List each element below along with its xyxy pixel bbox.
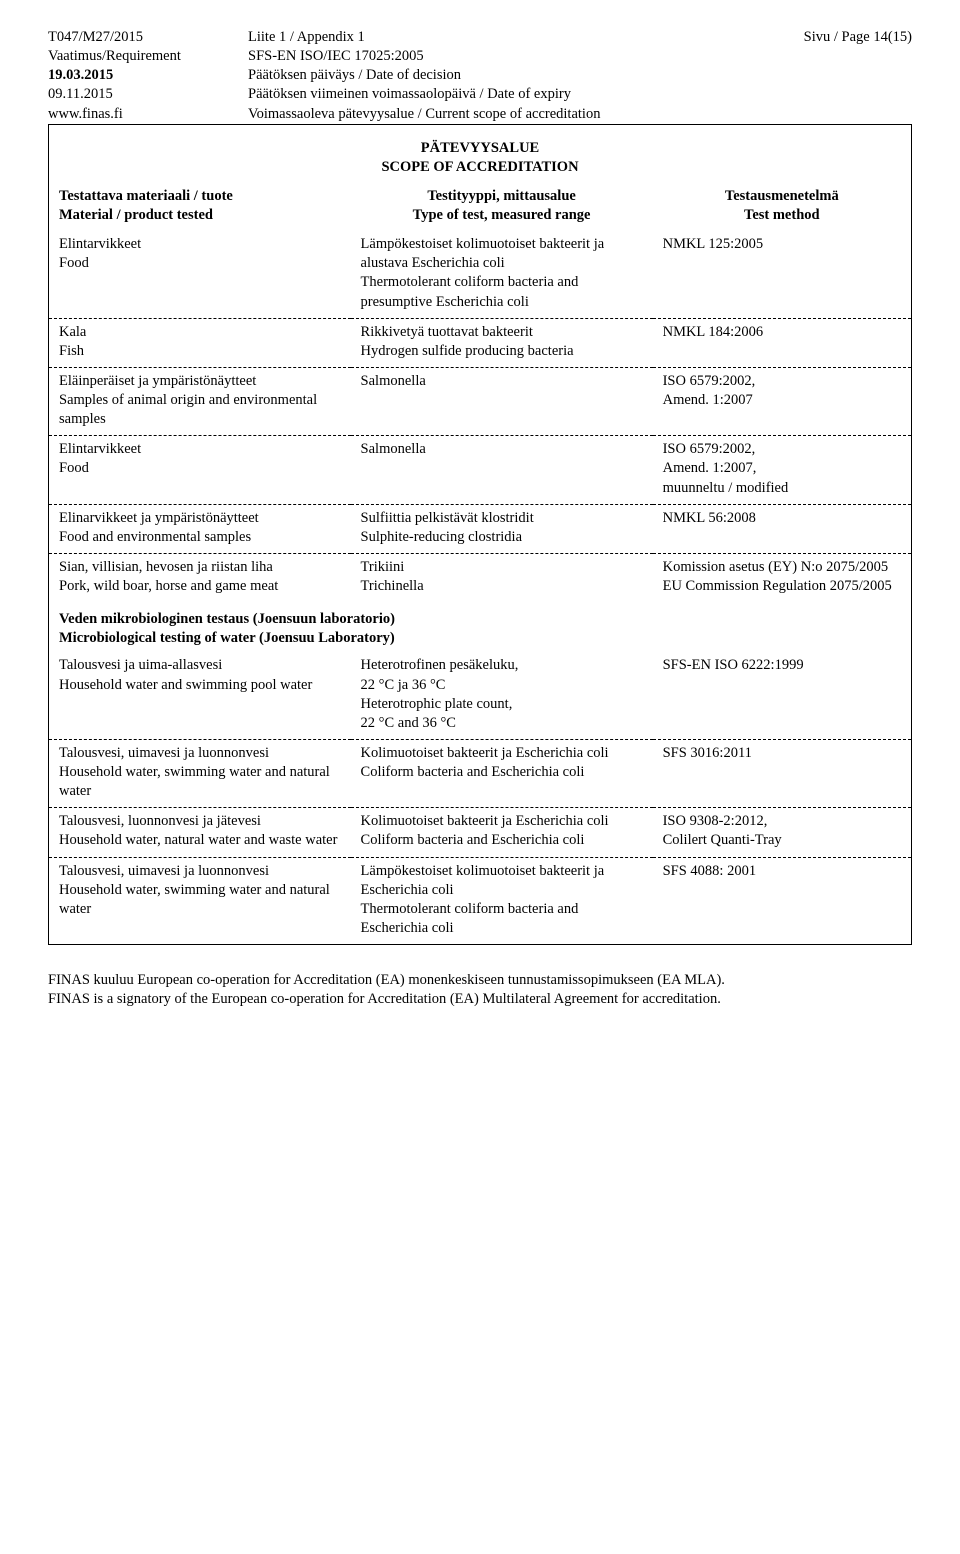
test-cell: TrikiiniTrichinella: [351, 553, 653, 602]
material-cell: Sian, villisian, hevosen ja riistan liha…: [49, 553, 351, 602]
table-header-row: Testattava materiaali / tuote Material /…: [49, 183, 912, 231]
material-cell: Talousvesi ja uima-allasvesiHousehold wa…: [49, 652, 351, 739]
col2-header-a: Testityyppi, mittausalue: [427, 188, 576, 204]
table-title: PÄTEVYYSALUE SCOPE OF ACCREDITATION: [49, 139, 911, 177]
title-line2: SCOPE OF ACCREDITATION: [381, 159, 578, 175]
test-cell: Lämpökestoiset kolimuotoiset bakteerit j…: [351, 231, 653, 318]
page-footer: FINAS kuuluu European co-operation for A…: [48, 971, 912, 1009]
method-cell: Komission asetus (EY) N:o 2075/2005EU Co…: [653, 553, 912, 602]
section-line1: Veden mikrobiologinen testaus (Joensuun …: [59, 611, 395, 627]
table-row: Eläinperäiset ja ympäristönäytteetSample…: [49, 367, 912, 435]
method-cell: NMKL 125:2005: [653, 231, 912, 318]
material-cell: Talousvesi, uimavesi ja luonnonvesiHouse…: [49, 739, 351, 807]
test-cell: Kolimuotoiset bakteerit ja Escherichia c…: [351, 808, 653, 857]
doc-id: T047/M27/2015: [48, 28, 248, 47]
test-cell: Kolimuotoiset bakteerit ja Escherichia c…: [351, 739, 653, 807]
col1-header-b: Material / product tested: [59, 207, 213, 223]
test-cell: Heterotrofinen pesäkeluku,22 °C ja 36 °C…: [351, 652, 653, 739]
test-cell: Sulfiittia pelkistävät klostriditSulphit…: [351, 504, 653, 553]
requirement-value: SFS-EN ISO/IEC 17025:2005: [248, 47, 762, 66]
test-cell: Salmonella: [351, 367, 653, 435]
table-row: Talousvesi, luonnonvesi ja jätevesiHouse…: [49, 808, 912, 857]
material-cell: Talousvesi, uimavesi ja luonnonvesiHouse…: [49, 857, 351, 945]
method-cell: SFS-EN ISO 6222:1999: [653, 652, 912, 739]
material-cell: KalaFish: [49, 318, 351, 367]
title-line1: PÄTEVYYSALUE: [421, 140, 539, 156]
appendix-label: Liite 1 / Appendix 1: [248, 28, 762, 47]
decision-date: 19.03.2015: [48, 67, 113, 83]
material-cell: ElintarvikkeetFood: [49, 231, 351, 318]
decision-date-label: Päätöksen päiväys / Date of decision: [248, 66, 762, 85]
method-cell: SFS 4088: 2001: [653, 857, 912, 945]
test-cell: Salmonella: [351, 436, 653, 504]
material-cell: Talousvesi, luonnonvesi ja jätevesiHouse…: [49, 808, 351, 857]
table-row: Talousvesi, uimavesi ja luonnonvesiHouse…: [49, 857, 912, 945]
method-cell: ISO 9308-2:2012,Colilert Quanti-Tray: [653, 808, 912, 857]
material-cell: Eläinperäiset ja ympäristönäytteetSample…: [49, 367, 351, 435]
table-row: ElintarvikkeetFood Lämpökestoiset kolimu…: [49, 231, 912, 318]
page-header: T047/M27/2015 Liite 1 / Appendix 1 Sivu …: [48, 28, 912, 124]
expiry-date-label: Päätöksen viimeinen voimassaolopäivä / D…: [248, 85, 762, 104]
table-row: KalaFish Rikkivetyä tuottavat bakteeritH…: [49, 318, 912, 367]
method-cell: SFS 3016:2011: [653, 739, 912, 807]
table-row: Talousvesi ja uima-allasvesiHousehold wa…: [49, 652, 912, 739]
col2-header-b: Type of test, measured range: [413, 207, 591, 223]
col3-header-b: Test method: [744, 207, 820, 223]
method-cell: ISO 6579:2002,Amend. 1:2007,muunneltu / …: [653, 436, 912, 504]
table-row: Sian, villisian, hevosen ja riistan liha…: [49, 553, 912, 602]
page-number: Sivu / Page 14(15): [762, 28, 912, 47]
section-line2: Microbiological testing of water (Joensu…: [59, 630, 395, 646]
table-row: Talousvesi, uimavesi ja luonnonvesiHouse…: [49, 739, 912, 807]
col1-header-a: Testattava materiaali / tuote: [59, 188, 233, 204]
method-cell: ISO 6579:2002,Amend. 1:2007: [653, 367, 912, 435]
section-header: Veden mikrobiologinen testaus (Joensuun …: [49, 602, 912, 652]
col3-header-a: Testausmenetelmä: [725, 188, 839, 204]
scope-label: Voimassaoleva pätevyysalue / Current sco…: [248, 105, 762, 124]
test-cell: Rikkivetyä tuottavat bakteeritHydrogen s…: [351, 318, 653, 367]
footer-line1: FINAS kuuluu European co-operation for A…: [48, 971, 912, 990]
method-cell: NMKL 184:2006: [653, 318, 912, 367]
footer-line2: FINAS is a signatory of the European co-…: [48, 990, 912, 1009]
url: www.finas.fi: [48, 105, 248, 124]
expiry-date: 09.11.2015: [48, 85, 248, 104]
accreditation-table: PÄTEVYYSALUE SCOPE OF ACCREDITATION Test…: [48, 124, 912, 945]
table-row: ElintarvikkeetFood Salmonella ISO 6579:2…: [49, 436, 912, 504]
material-cell: Elinarvikkeet ja ympäristönäytteetFood a…: [49, 504, 351, 553]
material-cell: ElintarvikkeetFood: [49, 436, 351, 504]
table-row: Elinarvikkeet ja ympäristönäytteetFood a…: [49, 504, 912, 553]
requirement-label: Vaatimus/Requirement: [48, 47, 248, 66]
test-cell: Lämpökestoiset kolimuotoiset bakteerit j…: [351, 857, 653, 945]
method-cell: NMKL 56:2008: [653, 504, 912, 553]
